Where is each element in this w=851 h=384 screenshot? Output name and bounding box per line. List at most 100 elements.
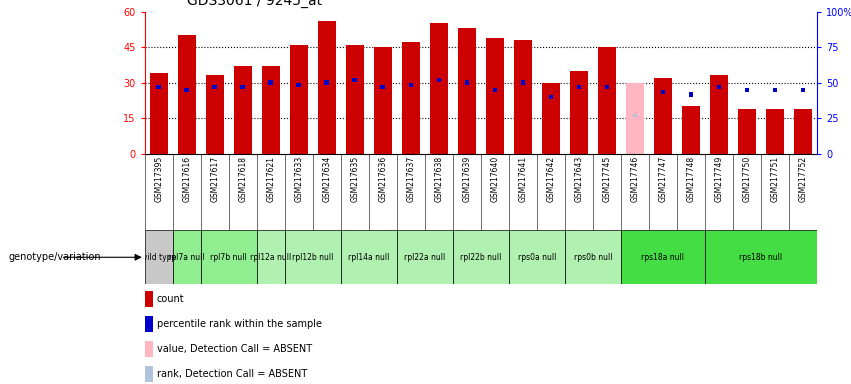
Text: rpl12a null: rpl12a null (250, 253, 291, 262)
Bar (632, 114, 637, 118)
Bar (745, 88, 749, 92)
Bar (296, 83, 301, 87)
Bar (185, 88, 189, 92)
Text: rank, Detection Call = ABSENT: rank, Detection Call = ABSENT (157, 369, 307, 379)
Bar (145, 316, 152, 332)
Bar (688, 92, 694, 96)
Text: GSM217634: GSM217634 (323, 156, 331, 202)
FancyBboxPatch shape (145, 230, 173, 284)
Bar (465, 80, 469, 85)
FancyBboxPatch shape (285, 230, 340, 284)
Bar (437, 78, 441, 82)
Bar (261, 66, 280, 154)
FancyBboxPatch shape (705, 230, 817, 284)
Bar (542, 83, 560, 154)
Text: GSM217745: GSM217745 (603, 156, 611, 202)
Bar (577, 85, 581, 89)
Text: rps18a null: rps18a null (642, 253, 684, 262)
FancyBboxPatch shape (621, 230, 705, 284)
Text: GSM217639: GSM217639 (462, 156, 471, 202)
Text: rps0a null: rps0a null (517, 253, 556, 262)
Bar (408, 83, 413, 87)
Text: GSM217637: GSM217637 (406, 156, 415, 202)
Text: wild type: wild type (141, 253, 176, 262)
Bar (660, 90, 665, 94)
Bar (145, 366, 152, 382)
Bar (402, 42, 420, 154)
Bar (352, 78, 357, 82)
Text: genotype/variation: genotype/variation (9, 252, 101, 262)
Text: count: count (157, 294, 185, 304)
Bar (514, 40, 532, 154)
Bar (521, 80, 525, 85)
Bar (654, 78, 672, 154)
Text: GSM217635: GSM217635 (351, 156, 359, 202)
Text: rps0b null: rps0b null (574, 253, 612, 262)
Text: value, Detection Call = ABSENT: value, Detection Call = ABSENT (157, 344, 312, 354)
Text: GSM217641: GSM217641 (518, 156, 528, 202)
Bar (145, 291, 152, 307)
Bar (597, 47, 616, 154)
Bar (682, 106, 700, 154)
Bar (801, 88, 805, 92)
FancyBboxPatch shape (453, 230, 509, 284)
Bar (794, 109, 812, 154)
Text: percentile rank within the sample: percentile rank within the sample (157, 319, 322, 329)
Text: rpl22b null: rpl22b null (460, 253, 501, 262)
Bar (241, 85, 245, 89)
Text: GSM217621: GSM217621 (266, 156, 275, 202)
Text: GSM217748: GSM217748 (687, 156, 695, 202)
Bar (458, 28, 476, 154)
Text: GSM217747: GSM217747 (659, 156, 667, 202)
Bar (324, 80, 329, 85)
Bar (150, 73, 168, 154)
Text: GSM217636: GSM217636 (379, 156, 387, 202)
Text: rpl12b null: rpl12b null (292, 253, 334, 262)
Text: rpl22a null: rpl22a null (404, 253, 445, 262)
Bar (717, 85, 721, 89)
Text: GSM217617: GSM217617 (210, 156, 220, 202)
Bar (380, 85, 385, 89)
Bar (773, 88, 777, 92)
Text: GSM217638: GSM217638 (434, 156, 443, 202)
Bar (346, 45, 364, 154)
Text: GSM217752: GSM217752 (798, 156, 808, 202)
Bar (317, 21, 336, 154)
Text: GSM217751: GSM217751 (770, 156, 780, 202)
Text: rpl7b null: rpl7b null (210, 253, 247, 262)
Bar (549, 94, 553, 99)
Text: GSM217616: GSM217616 (182, 156, 191, 202)
Text: rps18b null: rps18b null (740, 253, 783, 262)
Bar (570, 71, 588, 154)
Bar (374, 47, 391, 154)
FancyBboxPatch shape (340, 230, 397, 284)
Bar (268, 80, 273, 85)
Text: GSM217749: GSM217749 (715, 156, 723, 202)
Text: GSM217395: GSM217395 (154, 156, 163, 202)
FancyBboxPatch shape (509, 230, 565, 284)
FancyBboxPatch shape (201, 230, 257, 284)
Text: GSM217642: GSM217642 (546, 156, 556, 202)
FancyBboxPatch shape (397, 230, 453, 284)
Bar (178, 35, 196, 154)
Bar (234, 66, 252, 154)
Text: GSM217633: GSM217633 (294, 156, 303, 202)
Bar (625, 83, 644, 154)
Bar (738, 109, 756, 154)
Text: GSM217746: GSM217746 (631, 156, 639, 202)
Bar (710, 76, 728, 154)
Bar (289, 45, 308, 154)
Bar (213, 85, 217, 89)
Bar (766, 109, 784, 154)
FancyBboxPatch shape (257, 230, 285, 284)
Bar (604, 85, 609, 89)
Bar (486, 38, 504, 154)
Text: GDS3061 / 9245_at: GDS3061 / 9245_at (187, 0, 323, 8)
Text: GSM217618: GSM217618 (238, 156, 247, 202)
Bar (157, 85, 161, 89)
Text: GSM217643: GSM217643 (574, 156, 583, 202)
Text: GSM217750: GSM217750 (742, 156, 751, 202)
Text: rpl7a null: rpl7a null (168, 253, 205, 262)
FancyBboxPatch shape (565, 230, 621, 284)
Bar (493, 88, 497, 92)
